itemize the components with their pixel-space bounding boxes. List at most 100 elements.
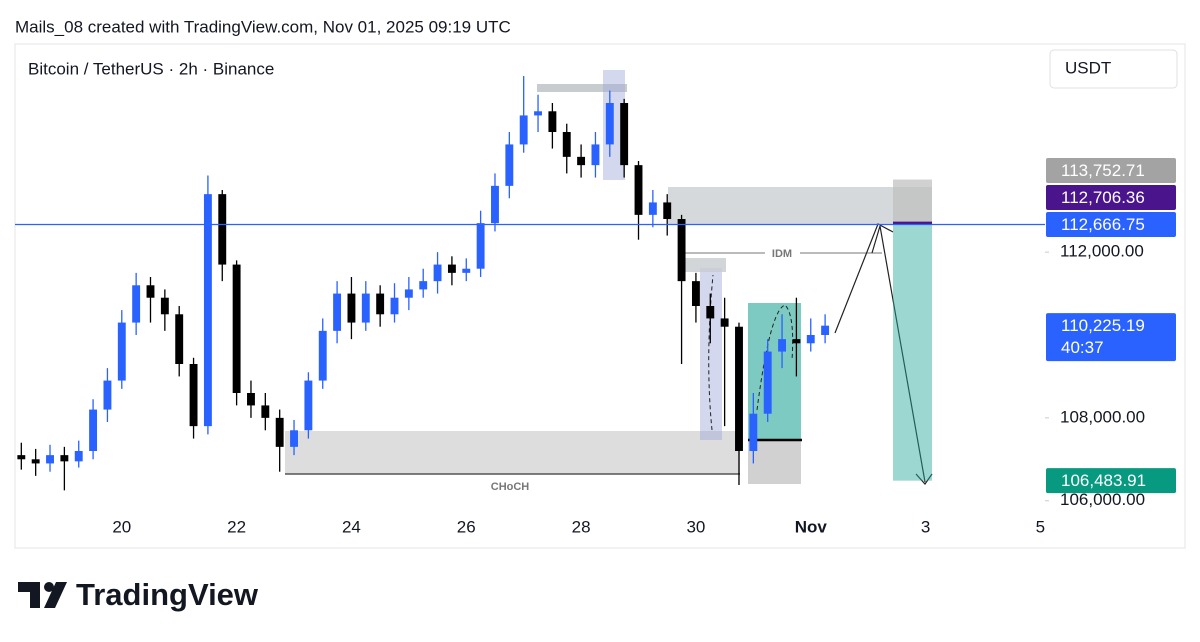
price-label: 112,666.75 xyxy=(1061,215,1145,234)
logo-text: TradingView xyxy=(76,577,259,612)
price-label-box xyxy=(1046,212,1176,238)
candle-body xyxy=(390,297,399,315)
candle-body xyxy=(132,285,141,323)
projection xyxy=(871,225,926,483)
price-label-box xyxy=(1046,185,1176,211)
candle-body xyxy=(189,364,198,427)
x-tick-label: 28 xyxy=(572,517,591,536)
price-label: 113,752.71 xyxy=(1061,161,1145,180)
idm-label: IDM xyxy=(772,248,792,260)
candle-body xyxy=(648,202,657,215)
candle-body xyxy=(562,132,571,157)
x-tick-label: 5 xyxy=(1036,517,1045,536)
candle-body xyxy=(505,144,514,186)
top-zone xyxy=(537,84,627,92)
highlight-box xyxy=(603,70,625,180)
candle-body xyxy=(605,103,614,145)
candle-body xyxy=(491,185,499,224)
candle-body xyxy=(89,409,98,451)
candle-body xyxy=(275,417,284,447)
logo-mark xyxy=(44,582,54,592)
price-label-box xyxy=(1046,313,1176,362)
header: Mails_08 created with TradingView.com, N… xyxy=(15,17,511,36)
candle-body xyxy=(548,111,557,132)
arrow-head xyxy=(915,473,933,485)
candle-body xyxy=(677,219,686,282)
candle-body xyxy=(318,330,327,381)
logo-mark xyxy=(44,582,67,608)
idm-zone xyxy=(682,258,726,272)
candle-body xyxy=(735,326,743,451)
candle-body xyxy=(749,413,758,451)
candle-body xyxy=(462,268,471,273)
y-tick-label: 106,000.00 xyxy=(1060,490,1145,509)
supply-zone xyxy=(668,187,932,224)
x-tick-label: 3 xyxy=(921,517,930,536)
x-tick-label: 30 xyxy=(686,517,705,536)
candle-body xyxy=(806,335,815,344)
candle-body xyxy=(376,293,385,315)
candle-body xyxy=(433,264,442,282)
candle-body xyxy=(591,144,600,166)
candle-body xyxy=(720,318,729,327)
candle-body xyxy=(46,455,54,464)
candle-body xyxy=(706,306,715,319)
x-tick-label: 22 xyxy=(227,517,246,536)
currency[interactable]: USDT xyxy=(1065,58,1111,77)
stop-zone xyxy=(893,179,932,223)
x-tick-label: Nov xyxy=(795,517,828,536)
candle-body xyxy=(218,194,227,265)
price-label: 106,483.91 xyxy=(1061,471,1146,490)
candle-body xyxy=(74,451,83,462)
x-tick-label: 20 xyxy=(112,517,131,536)
x-tick-label: 26 xyxy=(457,517,476,536)
candle-body xyxy=(447,264,456,273)
drawings: IDM CHoCH xyxy=(285,70,933,493)
candle-body xyxy=(203,194,212,427)
candle-body xyxy=(691,281,700,306)
candle-body xyxy=(31,459,40,464)
candle-body xyxy=(519,115,528,145)
candle-body xyxy=(60,455,69,462)
candle-body xyxy=(821,325,830,335)
candle-body xyxy=(534,111,542,116)
chart-title: Bitcoin / TetherUS · 2h · Binance xyxy=(28,59,274,78)
candle-body xyxy=(17,455,26,460)
candle-body xyxy=(792,339,801,344)
candle-body xyxy=(261,405,270,418)
candles xyxy=(17,76,830,491)
candle-body xyxy=(160,297,169,315)
candle-body xyxy=(347,293,356,323)
candle-body xyxy=(146,285,155,298)
logo: TradingView xyxy=(18,577,259,612)
candle-body xyxy=(290,430,298,447)
candle-body xyxy=(304,380,313,431)
candle-body xyxy=(247,393,255,406)
price-label-box xyxy=(1046,158,1176,184)
price-label: 110,225.19 xyxy=(1061,316,1145,335)
candle-body xyxy=(333,293,342,331)
y-tick-label: 112,000.00 xyxy=(1060,242,1144,261)
candle-body xyxy=(175,314,184,364)
currency-box[interactable] xyxy=(1049,49,1178,89)
price-label: 112,706.36 xyxy=(1061,188,1145,207)
candle-body xyxy=(404,289,413,298)
choch-zone xyxy=(285,431,740,474)
candle-body xyxy=(117,322,126,381)
countdown: 40:37 xyxy=(1061,338,1104,357)
candle-body xyxy=(620,103,629,166)
y-tick-label: 108,000.00 xyxy=(1060,407,1145,426)
highlight-box xyxy=(700,268,722,440)
candle-body xyxy=(634,165,643,215)
candle-body xyxy=(577,156,586,166)
target-zone xyxy=(893,222,932,481)
logo-mark xyxy=(18,582,40,608)
candle-body xyxy=(663,202,672,219)
candle-body xyxy=(419,281,428,290)
candle-body xyxy=(476,223,485,269)
candle-body xyxy=(763,351,772,414)
x-tick-label: 24 xyxy=(342,517,361,536)
candle-body xyxy=(361,293,370,323)
